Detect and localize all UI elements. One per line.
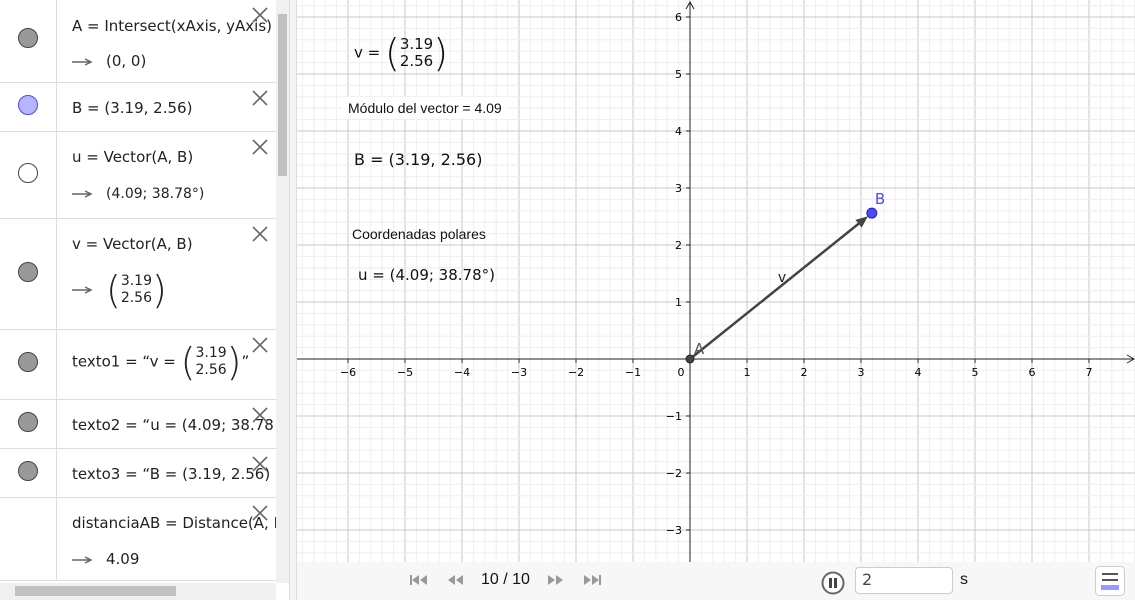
value: (4.09; 38.78°) [72,184,204,202]
y-tick-label: 3 [675,182,682,195]
first-step-icon[interactable] [410,574,428,586]
text-v[interactable]: v = (3.19 2.56) [354,31,449,75]
algebra-row-A[interactable]: A = Intersect(xAxis, yAxis) (0, 0) [0,0,276,83]
value: (3.19 2.56) [72,271,167,309]
visibility-toggle-u[interactable] [18,163,38,183]
delete-icon[interactable] [251,6,269,24]
x-tick-label: 5 [972,366,979,379]
speed-input[interactable]: 2 [855,567,953,594]
x-tick-label: 7 [1086,366,1093,379]
x-tick-label: 4 [915,366,922,379]
horizontal-scrollbar-thumb[interactable] [15,586,176,596]
visibility-toggle-B[interactable] [18,95,38,115]
algebra-row-texto1[interactable]: texto1 = “v = (3.19 2.56)” [0,330,276,400]
definition: texto3 = “B = (3.19, 2.56) [72,465,271,483]
x-tick-label: −6 [340,366,356,379]
point-B [866,207,878,219]
delete-icon[interactable] [251,138,269,156]
vector-arrowhead [855,216,868,228]
algebra-row-u[interactable]: u = Vector(A, B) (4.09; 38.78°) [0,132,276,219]
step-counter: 10 / 10 [481,571,530,588]
x-tick-label: −3 [511,366,527,379]
point-A-label: A [694,340,705,358]
pause-button[interactable] [821,571,845,595]
delete-icon[interactable] [251,336,269,354]
definition: texto2 = “u = (4.09; 38.78 [72,416,274,434]
definition: B = (3.19, 2.56) [72,99,193,117]
algebra-view: A = Intersect(xAxis, yAxis) (0, 0) B = (… [0,0,276,583]
text-u[interactable]: u = (4.09; 38.78°) [358,266,495,284]
x-axis-arrow [1126,354,1135,364]
vector-v [689,220,863,360]
text-modulo[interactable]: Módulo del vector = 4.09 [342,97,508,119]
algebra-view-toggle-icon[interactable] [1095,566,1125,596]
x-tick-label: 0 [678,366,685,379]
y-tick-label: 4 [675,125,682,138]
vertical-scrollbar-thumb[interactable] [278,14,287,176]
y-tick-label: −3 [666,524,682,537]
delete-icon[interactable] [251,225,269,243]
y-tick-label: −1 [666,410,682,423]
algebra-row-v[interactable]: v = Vector(A, B) (3.19 2.56) [0,219,276,330]
x-tick-label: 6 [1029,366,1036,379]
arrow-icon [72,57,92,66]
x-tick-label: 1 [744,366,751,379]
x-tick-label: −5 [397,366,413,379]
value: 4.09 [72,550,139,568]
previous-step-icon[interactable] [447,574,463,586]
definition: u = Vector(A, B) [72,148,194,166]
y-axis-arrow [685,0,695,10]
delete-icon[interactable] [251,455,269,473]
arrow-icon [72,286,92,294]
point-B-label: B [875,190,885,208]
visibility-toggle-A[interactable] [18,28,38,48]
y-tick-label: −2 [666,467,682,480]
algebra-row-texto3[interactable]: texto3 = “B = (3.19, 2.56) [0,449,276,498]
definition: distanciaAB = Distance(A, B [72,514,276,532]
value: (0, 0) [72,52,146,70]
definition: texto1 = “v = (3.19 2.56)” [72,340,250,384]
speed-unit: s [960,571,968,588]
graphics-view[interactable]: −6 −5 −4 −3 −2 −1 0 1 2 3 4 5 6 7 −3 −2 −1 1 2 3 4 5 6 v A B [297,0,1135,562]
text-polares[interactable]: Coordenadas polares [352,226,486,242]
delete-icon[interactable] [251,406,269,424]
x-tick-label: −1 [625,366,641,379]
y-tick-label: 5 [675,68,682,81]
y-tick-label: 2 [675,239,682,252]
definition: A = Intersect(xAxis, yAxis) [72,17,272,35]
visibility-toggle-texto2[interactable] [18,412,38,432]
text-B[interactable]: B = (3.19, 2.56) [354,150,483,169]
algebra-row-texto2[interactable]: texto2 = “u = (4.09; 38.78 [0,400,276,449]
x-tick-label: −4 [454,366,470,379]
x-tick-label: 3 [858,366,865,379]
last-step-icon[interactable] [584,574,602,586]
visibility-toggle-texto3[interactable] [18,461,38,481]
next-step-icon[interactable] [548,574,564,586]
delete-icon[interactable] [251,504,269,522]
view-divider[interactable] [289,0,297,600]
algebra-row-distanciaAB[interactable]: distanciaAB = Distance(A, B 4.09 [0,498,276,581]
playback-bar [297,562,1135,600]
arrow-icon [72,189,92,198]
point-A [685,354,695,364]
visibility-toggle-texto1[interactable] [18,352,38,372]
vector-label: v [778,270,786,286]
definition: v = Vector(A, B) [72,235,193,253]
x-tick-label: 2 [801,366,808,379]
visibility-toggle-v[interactable] [18,262,38,282]
x-tick-label: −2 [568,366,584,379]
arrow-icon [72,555,92,564]
algebra-row-B[interactable]: B = (3.19, 2.56) [0,83,276,132]
delete-icon[interactable] [251,89,269,107]
y-tick-label: 1 [675,296,682,309]
y-tick-label: 6 [675,11,682,24]
